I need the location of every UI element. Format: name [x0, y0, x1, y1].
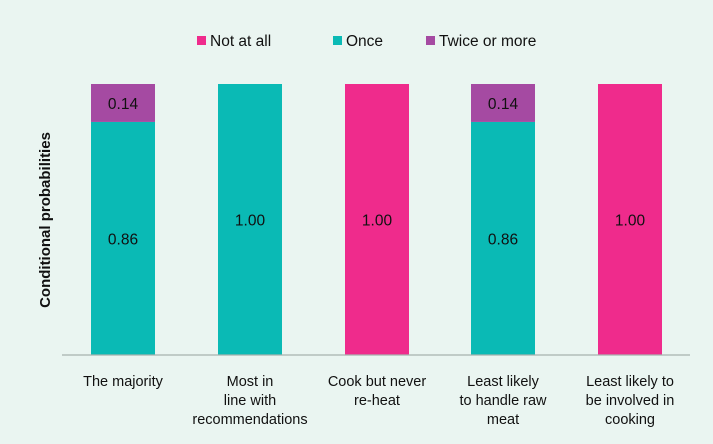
legend-swatch — [333, 36, 342, 45]
legend-swatch — [426, 36, 435, 45]
legend-label: Once — [346, 33, 383, 50]
x-tick-label-line: meat — [487, 412, 519, 428]
x-tick-label-line: cooking — [605, 412, 655, 428]
bar-segment-not-at-all — [345, 84, 409, 355]
x-tick-label-line: line with — [224, 393, 276, 409]
bar-segment-once — [471, 121, 535, 355]
bar-value-label: 0.86 — [108, 231, 138, 248]
bar-segment-once — [91, 121, 155, 355]
x-tick-label-line: The majority — [83, 374, 164, 390]
bar-value-label: 1.00 — [362, 213, 393, 230]
bar-segment-not-at-all — [598, 84, 662, 355]
x-tick-label: The majority — [83, 374, 164, 390]
legend-swatch — [197, 36, 206, 45]
y-axis-title: Conditional probabilities — [37, 132, 54, 308]
bar-value-labels: 0.86 0.14 1.00 1.00 0.86 0.14 1.00 — [108, 96, 646, 249]
x-tick-label: Most in line with recommendations — [192, 374, 307, 428]
bar-value-label: 0.14 — [488, 96, 519, 113]
bar-segment-once — [218, 84, 282, 355]
bar-value-label: 0.86 — [488, 231, 518, 248]
x-tick-label: Least likely to be involved in cooking — [586, 374, 675, 428]
category-labels: The majority Most in line with recommendati… — [83, 374, 674, 428]
bar-value-label: 0.14 — [108, 96, 139, 113]
x-tick-label-line: Least likely to — [586, 374, 674, 390]
bar-segment-twice-or-more — [91, 84, 155, 122]
bars — [91, 84, 662, 355]
legend: Not at all Once Twice or more — [197, 33, 536, 50]
bar-value-label: 1.00 — [235, 213, 266, 230]
bar-segment-twice-or-more — [471, 84, 535, 122]
x-tick-label-line: Cook but never — [328, 374, 427, 390]
x-tick-label-line: re-heat — [354, 393, 400, 409]
legend-label: Not at all — [210, 33, 271, 50]
x-tick-label: Least likely to handle raw meat — [459, 374, 547, 428]
x-tick-label-line: be involved in — [586, 393, 675, 409]
legend-label: Twice or more — [439, 33, 536, 50]
x-tick-label-line: Most in — [227, 374, 274, 390]
x-tick-label-line: to handle raw — [459, 393, 547, 409]
x-tick-label: Cook but never re-heat — [328, 374, 427, 409]
x-tick-label-line: recommendations — [192, 412, 307, 428]
x-tick-label-line: Least likely — [467, 374, 539, 390]
bar-value-label: 1.00 — [615, 213, 646, 230]
